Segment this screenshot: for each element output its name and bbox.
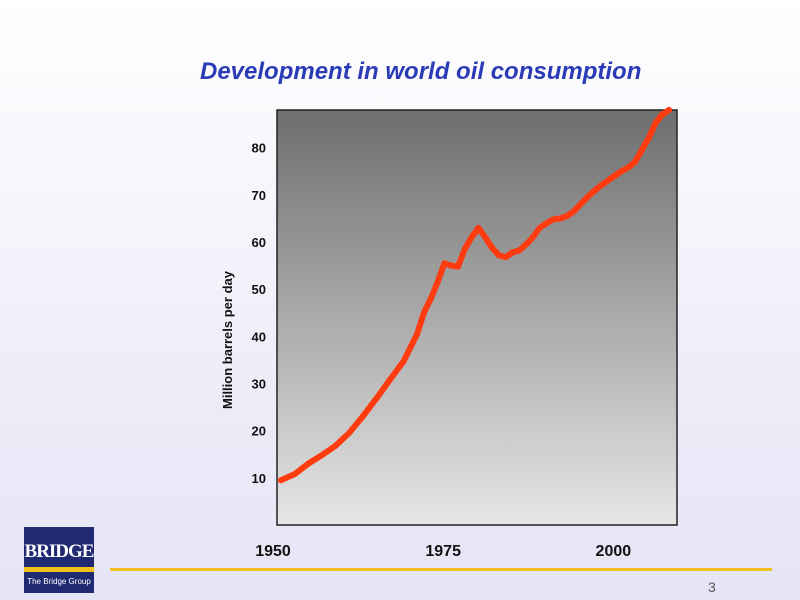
x-tick-label: 1950 (255, 543, 291, 560)
data-point (611, 173, 618, 179)
y-tick-label: 20 (252, 424, 266, 439)
logo-bar (24, 567, 94, 572)
x-tick-label: 1975 (425, 543, 461, 560)
data-point (305, 460, 312, 467)
data-point (420, 309, 427, 316)
data-point (278, 477, 284, 484)
bridge-logo: BRIDGE The Bridge Group (24, 527, 94, 593)
y-tick-label: 70 (252, 188, 266, 203)
data-point (597, 182, 604, 189)
page-number: 3 (708, 579, 716, 595)
data-point (529, 234, 536, 241)
data-point (591, 188, 598, 195)
data-point (448, 262, 455, 269)
data-point (577, 201, 584, 208)
data-point (536, 224, 543, 231)
data-point (584, 194, 591, 201)
data-point (475, 224, 482, 231)
y-tick-label: 10 (252, 471, 266, 486)
data-point (373, 395, 380, 402)
data-point (632, 158, 638, 165)
data-point (455, 263, 461, 270)
data-point (563, 213, 570, 220)
data-point (659, 111, 666, 118)
data-point (318, 452, 325, 459)
data-point (332, 442, 339, 449)
data-point (346, 430, 353, 436)
data-point (652, 120, 659, 127)
data-point (550, 216, 557, 223)
data-point (625, 164, 632, 171)
series-layer (278, 107, 672, 484)
y-tick-label: 40 (252, 329, 266, 344)
data-point (570, 208, 577, 215)
data-point (427, 295, 434, 302)
y-tick-label: 50 (252, 282, 266, 297)
data-point (645, 135, 652, 142)
data-point (604, 177, 611, 184)
slide-title: Development in world oil consumption (200, 58, 642, 85)
y-tick-label: 80 (252, 141, 266, 156)
footer-rule (110, 568, 772, 571)
y-tick-label: 30 (252, 377, 266, 392)
x-axis-ticks: 1950 1975 2000 (255, 543, 631, 560)
data-point (509, 249, 516, 256)
data-point (359, 413, 366, 420)
data-point (441, 260, 448, 267)
data-point (400, 358, 407, 365)
x-tick-label: 2000 (596, 543, 632, 560)
y-axis-ticks: 10 20 30 40 50 60 70 80 (252, 141, 266, 486)
data-point (434, 279, 441, 286)
data-point (482, 234, 489, 241)
data-point (461, 246, 468, 253)
data-point (495, 252, 502, 259)
data-point (557, 215, 564, 222)
logo-subtitle: The Bridge Group (27, 577, 91, 586)
data-point (414, 331, 421, 337)
y-axis-label: Million barrels per day (220, 270, 235, 409)
data-point (543, 220, 550, 227)
data-point (386, 376, 393, 383)
data-point (523, 241, 530, 248)
data-point (489, 244, 495, 251)
y-tick-label: 60 (252, 235, 266, 250)
data-point (291, 471, 298, 478)
data-point (638, 147, 645, 154)
data-point (666, 107, 672, 113)
data-point (502, 254, 509, 261)
data-point (468, 234, 475, 241)
data-point (516, 247, 523, 254)
logo-wordmark: BRIDGE (24, 541, 95, 562)
data-point (618, 168, 625, 175)
